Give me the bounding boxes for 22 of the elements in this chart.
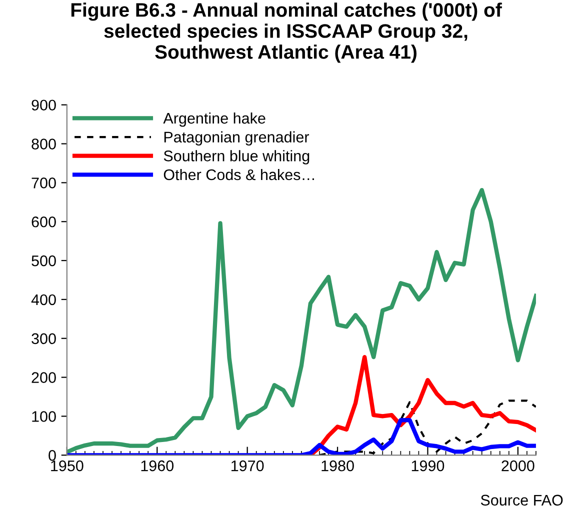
legend-label: Other Cods & hakes… bbox=[164, 168, 314, 180]
chart-title: Figure B6.3 - Annual nominal catches ('000t) of selected species in ISSCAAP Group 32, Southwest Atlantic (Area 41) bbox=[71, 2, 502, 63]
y-tick-label: 300 bbox=[32, 333, 56, 344]
x-tick-label: 1980 bbox=[322, 460, 354, 472]
source-note: Source FAO bbox=[480, 494, 563, 506]
x-tick-label: 1970 bbox=[231, 460, 264, 472]
y-tick-label: 100 bbox=[32, 411, 56, 422]
x-tick-label: 2000 bbox=[502, 460, 534, 472]
x-tick-label: 1950 bbox=[51, 460, 84, 472]
y-tick-label: 400 bbox=[31, 294, 56, 306]
y-tick-label: 800 bbox=[32, 138, 56, 150]
y-tick-label: 200 bbox=[32, 372, 56, 383]
legend-label: Patagonian grenadier bbox=[164, 131, 310, 146]
x-tick-label: 1960 bbox=[141, 460, 174, 472]
legend-label: Southern blue whiting bbox=[164, 150, 310, 164]
x-tick-label: 1990 bbox=[412, 460, 444, 472]
legend-label: Argentine hake bbox=[163, 112, 266, 127]
y-tick-label: 900 bbox=[32, 100, 56, 111]
y-tick-label: 700 bbox=[32, 178, 56, 188]
y-tick-label: 0 bbox=[48, 450, 56, 461]
y-tick-label: 500 bbox=[32, 255, 56, 266]
y-tick-label: 600 bbox=[32, 216, 56, 228]
